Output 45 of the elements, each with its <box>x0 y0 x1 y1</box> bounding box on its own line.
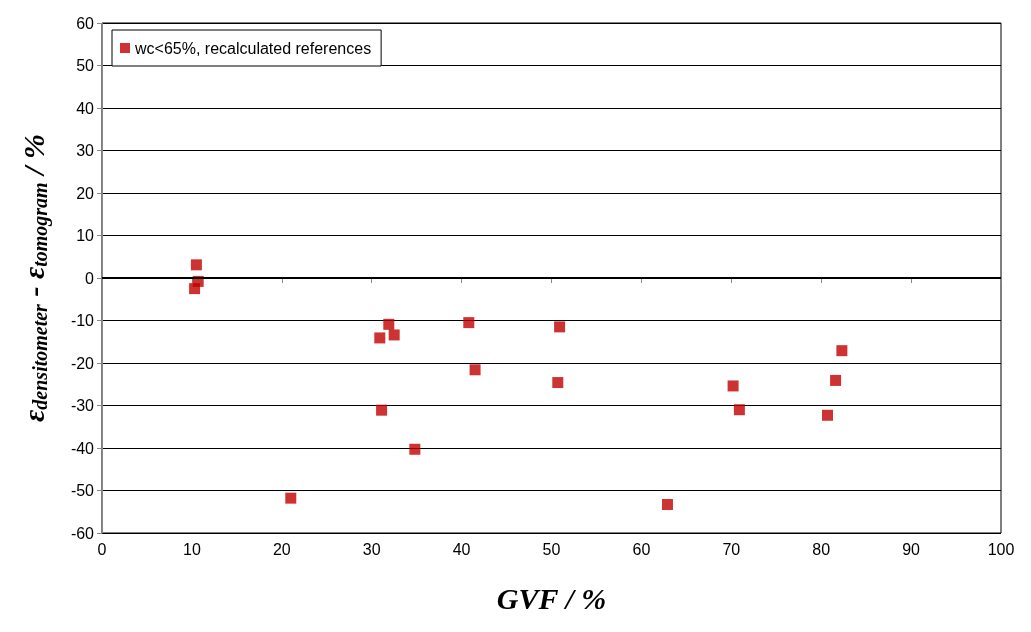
y-tick-label: 50 <box>76 57 95 74</box>
y-tick-label: -50 <box>70 482 95 499</box>
x-tick-label: 80 <box>812 540 831 558</box>
point <box>830 374 842 386</box>
y-tick-label: -10 <box>70 312 95 329</box>
x-tick-label: 50 <box>542 540 561 558</box>
point <box>733 404 745 416</box>
point <box>383 318 395 330</box>
y-tick-label: 10 <box>76 227 95 244</box>
point <box>836 345 848 357</box>
x-tick-label: 40 <box>452 540 471 558</box>
point <box>374 332 386 344</box>
y-tick-label: 30 <box>76 142 95 159</box>
y-tick-label: -20 <box>70 354 95 372</box>
point <box>661 499 673 511</box>
y-tick-label: 0 <box>85 269 95 287</box>
point <box>554 321 566 333</box>
y-axis-title: εdensitometer - εtomogram / % <box>16 134 52 422</box>
x-tick-label: 70 <box>722 540 741 558</box>
y-tick-label: 40 <box>76 99 95 117</box>
point <box>285 492 297 504</box>
point <box>821 409 833 421</box>
y-tick-label: 20 <box>76 184 95 202</box>
y-tick-label: -30 <box>70 397 95 414</box>
point <box>463 317 475 329</box>
point <box>727 380 739 392</box>
x-tick-label: 100 <box>987 540 1015 558</box>
y-tick-label: -40 <box>70 439 95 457</box>
x-tick-label: 0 <box>97 540 107 558</box>
point <box>190 259 202 271</box>
legend-label: wc<65%, recalculated references <box>134 39 372 57</box>
point <box>552 377 564 389</box>
point <box>388 329 400 341</box>
point <box>376 404 388 416</box>
x-tick-label: 10 <box>183 540 201 558</box>
point <box>189 283 201 295</box>
x-tick-label: 90 <box>902 540 921 558</box>
point <box>409 443 421 455</box>
y-tick-label: 60 <box>76 14 95 32</box>
x-tick-label: 60 <box>632 540 651 558</box>
x-axis-title: GVF / % <box>496 581 607 615</box>
x-tick-label: 30 <box>362 540 381 558</box>
point <box>469 364 481 376</box>
x-tick-label: 20 <box>272 540 291 558</box>
y-tick-label: -60 <box>70 524 95 542</box>
